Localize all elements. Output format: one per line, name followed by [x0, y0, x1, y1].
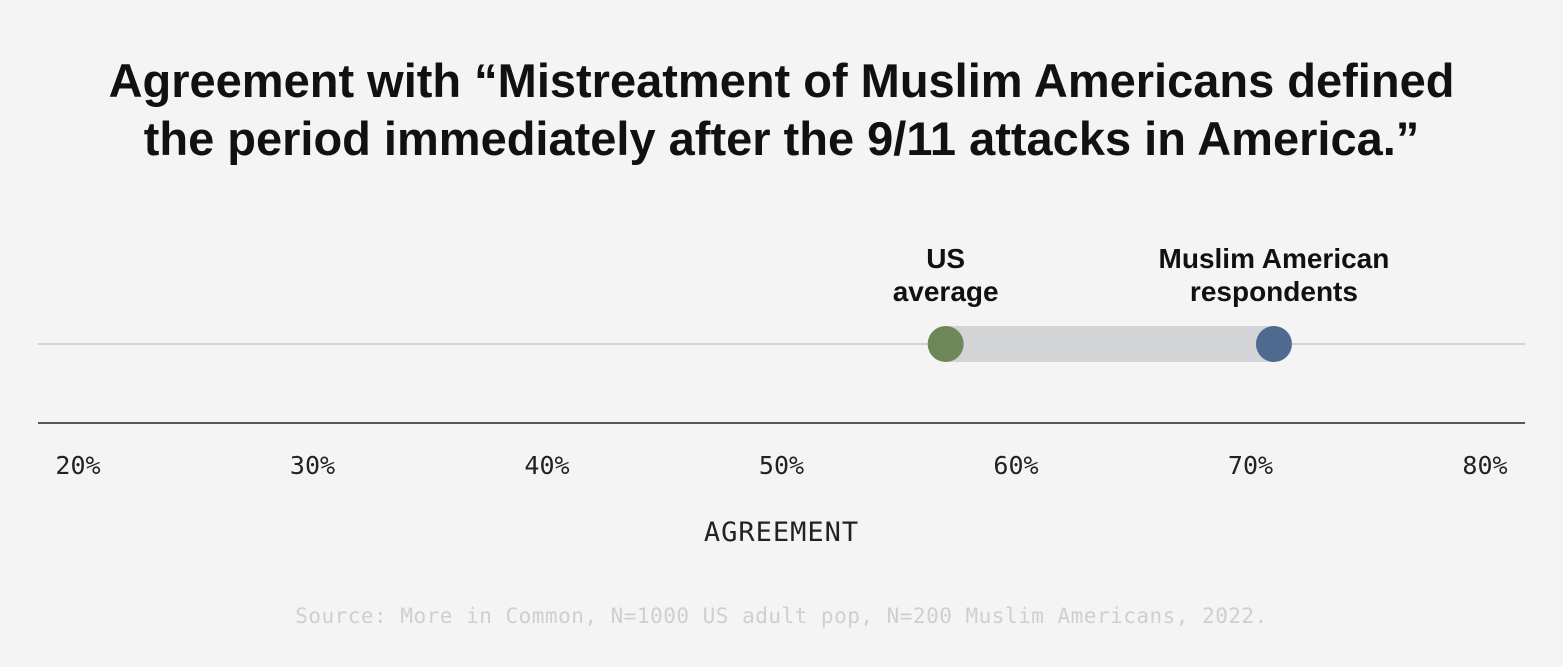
chart-title-line-1: Agreement with “Mistreatment of Muslim A…: [108, 54, 1455, 107]
us-average-label-line-1: US: [926, 243, 965, 274]
muslim-american-label-line-2: respondents: [1190, 276, 1358, 307]
us-average-label-line-2: average: [893, 276, 999, 307]
x-tick-label-70: 70%: [1228, 451, 1273, 480]
x-tick-label-80: 80%: [1462, 451, 1507, 480]
muslim-american-point: [1255, 326, 1292, 362]
x-tick-label-50: 50%: [759, 451, 804, 480]
us-average-point: [927, 326, 964, 362]
x-tick-label-60: 60%: [993, 451, 1038, 480]
range-bar: [945, 326, 1274, 362]
muslim-american-label-line-1: Muslim American: [1159, 243, 1390, 274]
chart-title: Agreement with “Mistreatment of Muslim A…: [0, 52, 1563, 168]
chart-title-line-2: the period immediately after the 9/11 at…: [143, 112, 1420, 165]
x-tick-label-30: 30%: [290, 451, 335, 480]
x-tick-label-40: 40%: [524, 451, 569, 480]
source-note: Source: More in Common, N=1000 US adult …: [295, 604, 1268, 628]
x-tick-label-20: 20%: [55, 451, 100, 480]
x-axis-title: AGREEMENT: [704, 517, 859, 548]
